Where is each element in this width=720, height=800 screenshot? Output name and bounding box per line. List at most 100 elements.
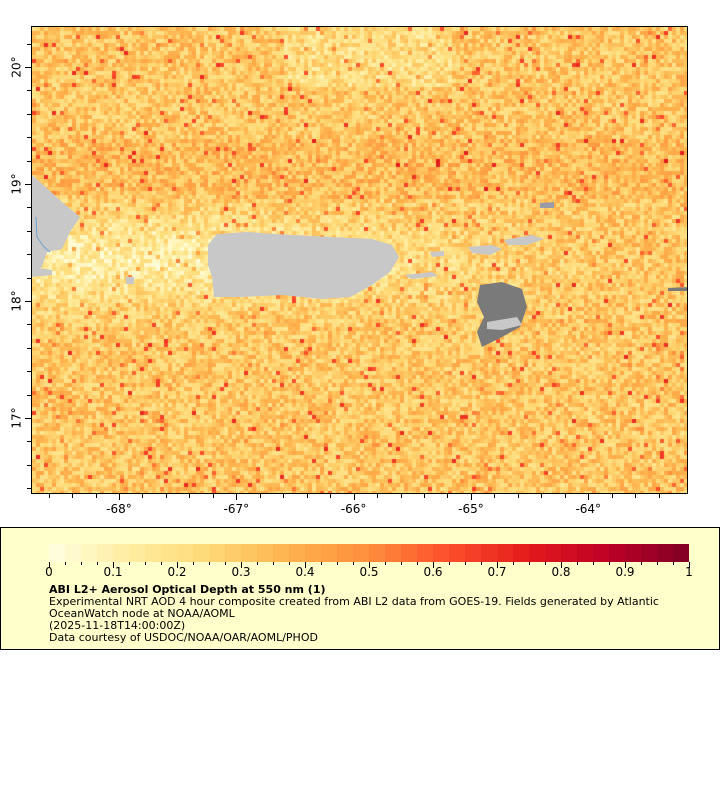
axis-tick [27,44,31,45]
axis-tick [260,494,261,498]
colorbar-tick [657,562,658,565]
axis-tick [401,494,402,498]
axis-tick [27,488,31,489]
colorbar-swatch [545,544,561,562]
colorbar-tick [641,562,642,565]
lon-tick-label: -64° [575,502,602,516]
colorbar-swatch [673,544,689,562]
legend-credit: Data courtesy of USDOC/NOAA/OAR/AOML/PHO… [49,631,318,644]
colorbar-swatch [497,544,513,562]
colorbar-swatch [593,544,609,562]
anegada-land [540,202,554,208]
colorbar-swatch [193,544,209,562]
axis-tick [27,348,31,349]
axis-tick [25,67,31,68]
colorbar-tick [673,562,674,565]
axis-tick [189,494,190,498]
colorbar-swatch [209,544,225,562]
colorbar-tick [497,562,498,568]
legend-description-text: Experimental NRT AOD 4 hour composite cr… [49,595,659,620]
colorbar-label: 0 [45,565,53,579]
axis-tick [659,494,660,498]
colorbar-swatch [257,544,273,562]
axis-tick [541,494,542,498]
lon-tick-label: -67° [223,502,250,516]
colorbar-swatch [321,544,337,562]
colorbar-tick [401,562,402,565]
colorbar-swatch [513,544,529,562]
axis-tick [565,494,566,498]
colorbar-tick [337,562,338,565]
colorbar-tick [433,562,434,568]
lat-tick-label: 18° [9,290,24,312]
colorbar-tick [97,562,98,565]
colorbar-tick [369,562,370,568]
colorbar-tick [177,562,178,568]
colorbar-swatch [609,544,625,562]
colorbar-swatch [241,544,257,562]
colorbar-swatch [529,544,545,562]
axis-tick [27,278,31,279]
colorbar-tick [465,562,466,565]
mona-land [126,277,134,284]
axis-tick [518,494,519,498]
colorbar-label: 0.8 [551,565,571,579]
axis-tick [27,395,31,396]
st-croix-land [487,317,522,330]
colorbar-tick [289,562,290,565]
lat-tick-label: 19° [9,173,24,195]
axis-tick [27,441,31,442]
colorbar-label: 0.3 [231,565,251,579]
axis-tick [27,324,31,325]
axis-tick [27,207,31,208]
legend-description: Experimental NRT AOD 4 hour composite cr… [49,596,689,644]
axis-tick [49,494,50,498]
axis-tick [447,494,448,498]
colorbar-tick [241,562,242,568]
colorbar-tick [625,562,626,568]
bvi-land [504,235,544,245]
colorbar-swatch [481,544,497,562]
axis-tick [635,494,636,498]
colorbar-tick [49,562,50,568]
land-overlay [32,175,687,347]
colorbar-label: 0.2 [167,565,187,579]
axis-tick [612,494,613,498]
legend-time: (2025-11-18T14:00:00Z) [49,619,186,632]
axis-tick [307,494,308,498]
colorbar-tick [545,562,546,565]
axis-tick [27,254,31,255]
lon-tick-label: -68° [106,502,132,516]
colorbar-tick [385,562,386,565]
axis-tick [27,114,31,115]
lon-tick-label: -65° [458,502,484,516]
colorbar-tick [193,562,194,565]
colorbar-tick [449,562,450,565]
colorbar-swatch [465,544,481,562]
colorbar-swatch [657,544,673,562]
axis-tick [471,494,472,500]
axis-tick [72,494,73,498]
colorbar-tick [353,562,354,565]
axis-tick [25,184,31,185]
axis-tick [354,494,355,500]
colorbar-swatch [561,544,577,562]
colorbar-swatch [49,544,65,562]
colorbar-swatch [449,544,465,562]
colorbar-tick [225,562,226,565]
colorbar-swatch [337,544,353,562]
colorbar-tick [273,562,274,565]
colorbar-tick [161,562,162,565]
colorbar-tick [209,562,210,565]
axis-tick [377,494,378,498]
axis-tick [25,301,31,302]
colorbar-swatch [81,544,97,562]
aod-map [31,26,688,494]
hispaniola-land-south [32,267,52,277]
colorbar-swatch [385,544,401,562]
virgin-islands-land [468,245,502,255]
colorbar-tick [481,562,482,565]
colorbar-swatch [369,544,385,562]
colorbar-tick [257,562,258,565]
colorbar-tick [561,562,562,568]
